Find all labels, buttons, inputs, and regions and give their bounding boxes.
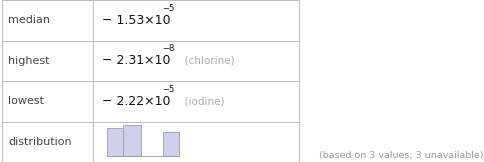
Text: (based on 3 values; 3 unavailable): (based on 3 values; 3 unavailable) — [318, 151, 483, 160]
Bar — [163, 133, 179, 156]
Text: (chlorine): (chlorine) — [178, 56, 234, 66]
Text: −5: −5 — [162, 4, 174, 13]
Text: median: median — [8, 15, 50, 25]
Bar — [123, 125, 141, 156]
Text: highest: highest — [8, 56, 50, 66]
Text: − 1.53×10: − 1.53×10 — [102, 14, 170, 27]
Text: −8: −8 — [162, 44, 175, 53]
Text: −5: −5 — [162, 85, 174, 94]
Text: (iodine): (iodine) — [178, 96, 224, 106]
Text: − 2.31×10: − 2.31×10 — [102, 54, 170, 67]
Text: distribution: distribution — [8, 137, 72, 147]
Text: − 2.22×10: − 2.22×10 — [102, 95, 170, 108]
Bar — [107, 128, 123, 156]
Bar — [2, 0, 299, 162]
Text: lowest: lowest — [8, 96, 44, 106]
